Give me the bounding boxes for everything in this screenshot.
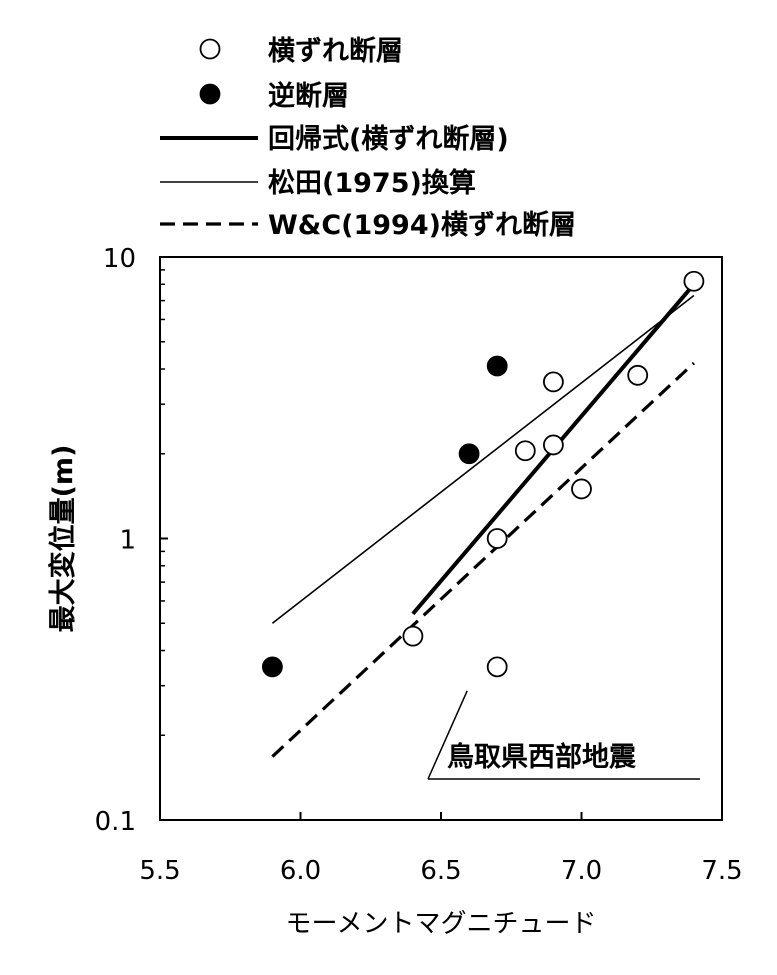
filled-marker	[458, 443, 480, 465]
open-marker	[543, 371, 564, 393]
x-tick-label: 6.5	[420, 856, 461, 886]
legend-label: 横ずれ断層	[268, 36, 403, 67]
legend-label: W&C(1994)横ずれ断層	[268, 210, 576, 241]
y-tick-label: 0.1	[95, 807, 136, 837]
annotation-layer: 鳥取県西部地震	[427, 690, 700, 780]
annotation-leader-line	[427, 690, 468, 780]
y-axis-label: 最大変位量(m)	[47, 445, 79, 633]
legend-open-marker	[199, 38, 221, 60]
series-layer	[261, 270, 705, 758]
open-marker	[543, 434, 564, 456]
annotation-label: 鳥取県西部地震	[447, 741, 637, 773]
x-axis-label: モーメントマグニチュード	[286, 909, 597, 939]
open-marker	[683, 270, 705, 292]
y-tick-label: 1	[119, 526, 136, 556]
open-marker	[514, 440, 536, 462]
filled-marker	[486, 355, 508, 377]
open-marker	[571, 478, 592, 500]
y-tick-label: 10	[103, 244, 136, 274]
open-marker	[486, 656, 508, 678]
open-marker	[486, 528, 508, 549]
x-tick-label: 5.5	[139, 856, 180, 886]
filled-marker	[261, 656, 283, 678]
legend-label: 回帰式(横ずれ断層)	[268, 124, 509, 155]
x-tick-label: 7.0	[561, 856, 602, 886]
x-tick-label: 7.5	[701, 856, 742, 886]
open-marker	[627, 364, 649, 386]
plot-frame	[159, 256, 723, 821]
legend-filled-marker	[199, 83, 221, 105]
x-tick-label: 6.0	[280, 856, 321, 886]
series-line-dashed	[271, 361, 695, 758]
legend-label: 逆断層	[268, 80, 349, 112]
series-line-thin	[271, 294, 695, 624]
open-marker	[402, 625, 424, 647]
legend-label: 松田(1975)換算	[268, 167, 476, 199]
axes: 5.5 6.0 6.5 7.0 7.5 0.1 1 10	[95, 244, 743, 886]
